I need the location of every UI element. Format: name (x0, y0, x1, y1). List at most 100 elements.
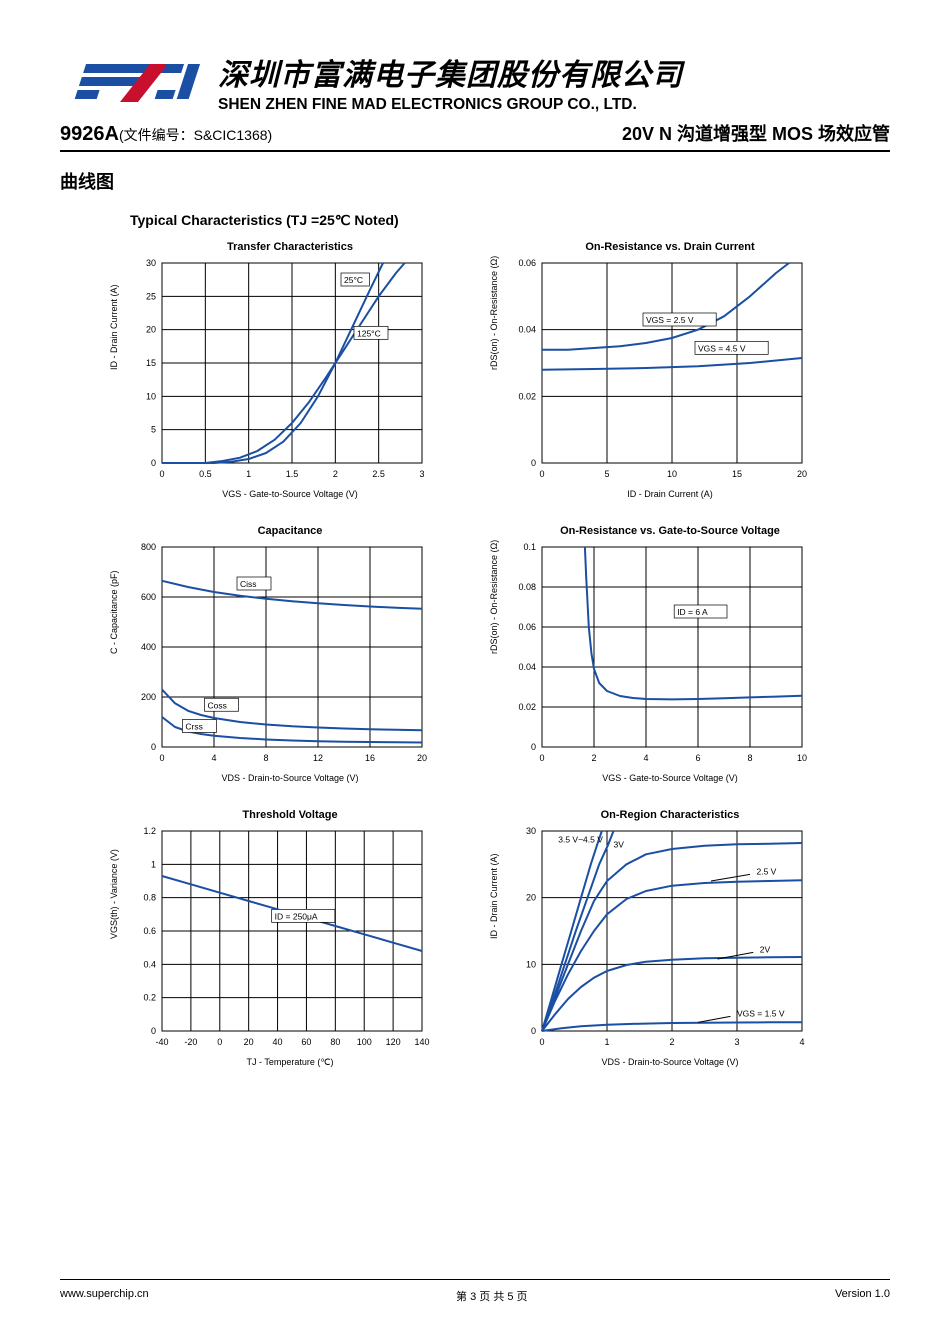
svg-text:12: 12 (313, 753, 323, 763)
svg-text:600: 600 (141, 592, 156, 602)
svg-text:0.1: 0.1 (523, 542, 536, 552)
svg-text:0.02: 0.02 (518, 391, 536, 401)
chart-title: On-Resistance vs. Gate-to-Source Voltage (500, 525, 840, 537)
footer-page: 第 3 页 共 5 页 (456, 1288, 528, 1304)
svg-text:25°C: 25°C (344, 275, 363, 285)
svg-text:0: 0 (217, 1037, 222, 1047)
svg-text:3: 3 (734, 1037, 739, 1047)
chart-svg: -40-2002040608010012014000.20.40.60.811.… (120, 825, 434, 1051)
chart-title: Capacitance (120, 525, 460, 537)
svg-text:0: 0 (539, 1037, 544, 1047)
svg-text:1: 1 (604, 1037, 609, 1047)
x-axis-label: ID - Drain Current (A) (500, 489, 840, 499)
svg-text:120: 120 (386, 1037, 401, 1047)
svg-text:VGS = 2.5 V: VGS = 2.5 V (646, 315, 694, 325)
chart-svg: 0481216200200400600800CissCossCrss (120, 541, 434, 767)
y-axis-label: C - Capacitance (pF) (109, 570, 119, 654)
chart-transfer: Transfer CharacteristicsID - Drain Curre… (120, 241, 460, 499)
svg-text:140: 140 (414, 1037, 429, 1047)
svg-text:2V: 2V (760, 944, 771, 954)
svg-text:Ciss: Ciss (240, 579, 257, 589)
svg-text:10: 10 (146, 391, 156, 401)
svg-text:1.5: 1.5 (286, 469, 299, 479)
svg-text:1.2: 1.2 (143, 826, 156, 836)
svg-text:0: 0 (531, 742, 536, 752)
svg-text:20: 20 (526, 893, 536, 903)
svg-text:0: 0 (539, 753, 544, 763)
svg-text:0.04: 0.04 (518, 662, 536, 672)
footer-version: Version 1.0 (835, 1288, 890, 1304)
svg-text:30: 30 (526, 826, 536, 836)
svg-text:2: 2 (591, 753, 596, 763)
footer: www.superchip.cn 第 3 页 共 5 页 Version 1.0 (60, 1279, 890, 1304)
svg-text:16: 16 (365, 753, 375, 763)
svg-text:8: 8 (747, 753, 752, 763)
svg-text:0: 0 (151, 742, 156, 752)
svg-text:0.08: 0.08 (518, 582, 536, 592)
doc-id: 9926A(文件编号：S&CIC1368) (60, 123, 272, 146)
svg-text:4: 4 (211, 753, 216, 763)
svg-text:40: 40 (273, 1037, 283, 1047)
charts-grid: Transfer Characteristics ID - Drain Curre… (60, 241, 890, 1068)
chart-svg: 024681000.020.040.060.080.1ID = 6 A (500, 541, 814, 767)
y-axis-label: VGS(th) - Variance (V) (109, 849, 119, 939)
svg-text:-40: -40 (155, 1037, 168, 1047)
svg-text:-20: -20 (184, 1037, 197, 1047)
svg-text:100: 100 (357, 1037, 372, 1047)
svg-text:3V: 3V (614, 840, 625, 850)
svg-text:0.02: 0.02 (518, 702, 536, 712)
x-axis-label: TJ - Temperature (℃) (120, 1057, 460, 1068)
svg-text:125°C: 125°C (357, 328, 381, 338)
company-logo (60, 58, 210, 106)
svg-text:0: 0 (151, 458, 156, 468)
part-number: 9926A (60, 123, 119, 145)
section-title: 曲线图 (60, 168, 890, 194)
svg-text:2: 2 (669, 1037, 674, 1047)
svg-text:25: 25 (146, 291, 156, 301)
chart-rds-vgs: On-Resistance vs. Gate-to-Source Voltage… (500, 525, 840, 783)
svg-text:400: 400 (141, 642, 156, 652)
svg-text:0: 0 (531, 1026, 536, 1036)
svg-text:0.8: 0.8 (143, 893, 156, 903)
svg-text:2.5 V: 2.5 V (757, 866, 777, 876)
svg-text:0: 0 (159, 469, 164, 479)
svg-text:20: 20 (797, 469, 807, 479)
chart-svg: 0510152000.020.040.06VGS = 2.5 VVGS = 4.… (500, 257, 814, 483)
company-name-cn: 深圳市富满电子集团股份有限公司 (218, 50, 890, 94)
svg-text:VGS = 4.5 V: VGS = 4.5 V (698, 343, 746, 353)
svg-text:3: 3 (419, 469, 424, 479)
svg-text:10: 10 (797, 753, 807, 763)
svg-text:800: 800 (141, 542, 156, 552)
svg-text:Crss: Crss (185, 722, 202, 732)
svg-text:2.5: 2.5 (372, 469, 385, 479)
svg-text:15: 15 (732, 469, 742, 479)
svg-text:3.5 V~4.5 V: 3.5 V~4.5 V (558, 834, 603, 844)
svg-text:0.06: 0.06 (518, 258, 536, 268)
x-axis-label: VDS - Drain-to-Source Voltage (V) (500, 1057, 840, 1067)
svg-text:0.06: 0.06 (518, 622, 536, 632)
svg-text:10: 10 (526, 959, 536, 969)
svg-text:60: 60 (301, 1037, 311, 1047)
chart-threshold: Threshold VoltageVGS(th) - Variance (V)-… (120, 809, 460, 1068)
header-divider (60, 150, 890, 152)
svg-text:0.6: 0.6 (143, 926, 156, 936)
svg-text:0: 0 (151, 1026, 156, 1036)
svg-text:8: 8 (263, 753, 268, 763)
chart-onregion: On-Region CharacteristicsID - Drain Curr… (500, 809, 840, 1068)
footer-divider (60, 1279, 890, 1280)
company-name-en: SHEN ZHEN FINE MAD ELECTRONICS GROUP CO.… (218, 96, 890, 114)
svg-text:200: 200 (141, 692, 156, 702)
header: 深圳市富满电子集团股份有限公司 SHEN ZHEN FINE MAD ELECT… (60, 50, 890, 152)
svg-text:15: 15 (146, 358, 156, 368)
chart-capacitance: CapacitanceC - Capacitance (pF)048121620… (120, 525, 460, 783)
footer-url: www.superchip.cn (60, 1288, 149, 1304)
y-axis-label: ID - Drain Current (A) (109, 284, 119, 370)
svg-text:5: 5 (151, 425, 156, 435)
svg-text:80: 80 (330, 1037, 340, 1047)
svg-text:20: 20 (244, 1037, 254, 1047)
y-axis-label: rDS(on) - On-Resistance (Ω) (489, 540, 499, 654)
chart-svg: 0123401020303.5 V~4.5 V3V2.5 V2VVGS = 1.… (500, 825, 814, 1051)
svg-text:30: 30 (146, 258, 156, 268)
svg-text:0: 0 (531, 458, 536, 468)
chart-title: Transfer Characteristics (120, 241, 460, 253)
